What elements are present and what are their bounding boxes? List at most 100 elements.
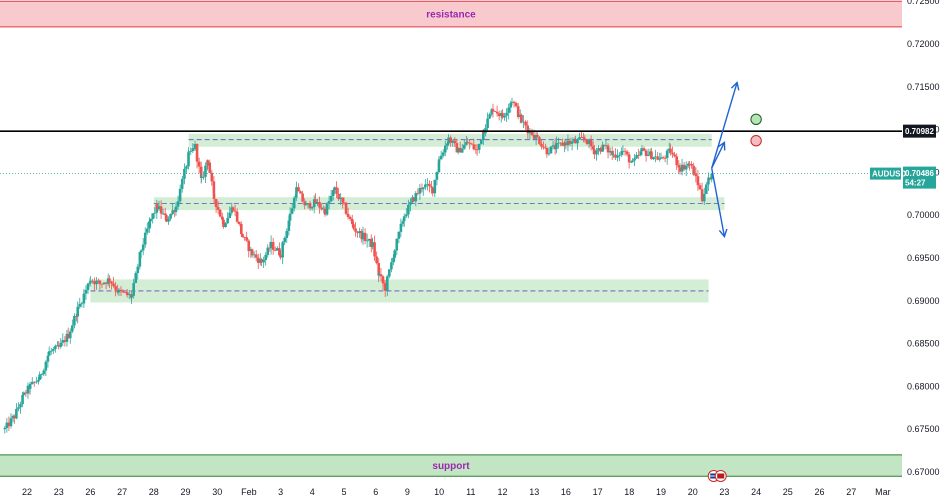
candle-body bbox=[371, 242, 374, 247]
candle-body bbox=[430, 186, 433, 188]
candle-body bbox=[491, 109, 495, 112]
candle-body bbox=[381, 276, 385, 284]
candle-body bbox=[348, 217, 352, 219]
scenario-arrowhead-1 bbox=[717, 141, 726, 151]
candle-body bbox=[73, 316, 76, 326]
time-axis[interactable]: 22 23 26 27 28 29 30 Feb 3 4 5 6 9 10 11 12 13 16 17 18 19 20… bbox=[22, 487, 891, 497]
candle-body bbox=[522, 121, 525, 123]
candle-body bbox=[354, 228, 357, 232]
candle-body bbox=[358, 231, 361, 234]
candle-body bbox=[610, 150, 614, 155]
x-tick-label: 20 bbox=[688, 487, 698, 497]
candle-body bbox=[181, 178, 184, 185]
candle-body bbox=[231, 207, 235, 211]
candle-body bbox=[551, 145, 555, 147]
x-tick-label: 23 bbox=[719, 487, 729, 497]
candle-body bbox=[299, 191, 302, 194]
candle-body bbox=[559, 142, 562, 144]
candle-body bbox=[493, 111, 497, 112]
candle-body bbox=[475, 149, 479, 151]
candle-body bbox=[409, 201, 412, 205]
candle-body bbox=[497, 113, 501, 117]
candle-body bbox=[383, 286, 387, 291]
time-axis-panel[interactable] bbox=[0, 483, 945, 500]
candle-body bbox=[165, 215, 168, 222]
candle-body bbox=[608, 150, 612, 153]
candle-body bbox=[696, 176, 700, 186]
candle-body bbox=[433, 179, 437, 194]
candle-body bbox=[593, 149, 596, 155]
candle-body bbox=[35, 381, 38, 383]
candle-body bbox=[599, 148, 602, 152]
candle-body bbox=[89, 280, 92, 283]
candle-body bbox=[460, 148, 464, 153]
candle-body bbox=[431, 187, 435, 194]
candle-body bbox=[583, 138, 587, 140]
candle-body bbox=[297, 187, 300, 192]
price-axis-panel[interactable] bbox=[902, 0, 945, 483]
candle-body bbox=[352, 224, 355, 229]
candle-body bbox=[465, 142, 468, 145]
candle-body bbox=[404, 214, 408, 217]
zone-lower-range bbox=[90, 279, 709, 303]
candle-body bbox=[119, 289, 123, 292]
candle-body bbox=[538, 137, 541, 144]
resistance-label: resistance bbox=[426, 10, 476, 21]
x-tick-label: 4 bbox=[310, 487, 315, 497]
candle-body bbox=[143, 232, 147, 245]
x-tick-label: 27 bbox=[846, 487, 856, 497]
candle-body bbox=[595, 150, 598, 155]
candle-body bbox=[46, 355, 50, 362]
candle-body bbox=[710, 173, 714, 180]
candle-body bbox=[218, 209, 222, 217]
x-tick-label: Feb bbox=[241, 487, 257, 497]
y-tick-label: 0.69500 bbox=[907, 253, 940, 263]
candle-body bbox=[677, 165, 681, 168]
candle-body bbox=[37, 379, 40, 382]
candle-body bbox=[503, 115, 506, 118]
candle-body bbox=[437, 162, 441, 173]
candle-body bbox=[141, 244, 145, 251]
candle-body bbox=[401, 221, 405, 224]
candle-body bbox=[377, 263, 381, 276]
candle-body bbox=[686, 163, 690, 166]
candle-body bbox=[463, 144, 466, 149]
candle-body bbox=[477, 143, 481, 150]
candle-body bbox=[80, 303, 84, 305]
candle-body bbox=[146, 228, 149, 233]
candle-body bbox=[180, 184, 184, 189]
candle-body bbox=[456, 147, 460, 153]
candle-body bbox=[639, 151, 643, 156]
candle-body bbox=[228, 212, 232, 219]
candle-body bbox=[658, 158, 662, 160]
candle-body bbox=[28, 383, 32, 389]
candle-body bbox=[63, 340, 67, 342]
candle-body bbox=[13, 415, 16, 419]
drawings-layer bbox=[0, 81, 902, 482]
candle-body bbox=[694, 173, 698, 177]
candle-body bbox=[507, 107, 510, 113]
scenario-arrow-3 bbox=[711, 167, 726, 237]
candle-body bbox=[78, 303, 82, 307]
candle-body bbox=[472, 144, 476, 150]
candle-body bbox=[680, 164, 684, 172]
candle-body bbox=[220, 216, 224, 220]
candle-body bbox=[331, 189, 335, 196]
candle-body bbox=[536, 135, 539, 138]
candle-body bbox=[621, 150, 625, 152]
candle-body bbox=[49, 350, 53, 352]
candle-body bbox=[316, 202, 319, 203]
last-price-tag bbox=[903, 166, 936, 189]
candle-body bbox=[320, 207, 323, 210]
candle-body bbox=[627, 154, 631, 163]
x-tick-label: 30 bbox=[212, 487, 222, 497]
candle-body bbox=[656, 156, 659, 160]
candle-body bbox=[365, 240, 369, 242]
candle-body bbox=[306, 203, 310, 205]
candle-body bbox=[547, 153, 551, 155]
candle-body bbox=[86, 283, 90, 290]
x-tick-label: 27 bbox=[117, 487, 127, 497]
x-tick-label: 29 bbox=[180, 487, 190, 497]
